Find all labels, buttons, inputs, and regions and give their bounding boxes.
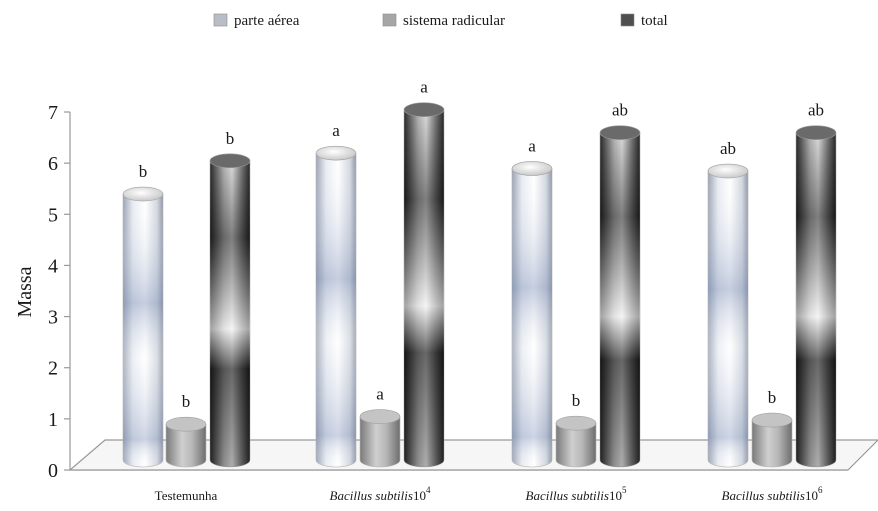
significance-letter: b xyxy=(768,388,777,407)
bar-shade xyxy=(512,168,552,467)
bar-top xyxy=(209,153,251,169)
bar xyxy=(707,163,749,468)
axes xyxy=(68,112,878,471)
significance-letter: b xyxy=(139,162,148,181)
bar-top xyxy=(511,161,553,176)
y-ticks: 0 1 2 3 4 5 6 7 xyxy=(48,102,70,482)
bar-top xyxy=(315,145,357,161)
legend: parte aérea sistema radicular total xyxy=(213,13,668,29)
bar-top xyxy=(165,416,207,432)
y-tick-label: 0 xyxy=(48,460,58,482)
bar xyxy=(599,125,641,468)
significance-letter: ab xyxy=(720,139,736,158)
significance-letter: a xyxy=(376,385,384,404)
y-tick-label: 4 xyxy=(48,255,58,277)
category-label: Bacillus subtilis104 xyxy=(330,485,431,503)
legend-swatch xyxy=(620,13,635,27)
bar xyxy=(751,412,793,468)
bar-top xyxy=(599,125,641,140)
bar-top xyxy=(403,102,445,117)
y-tick-label: 3 xyxy=(48,307,58,329)
bar-body xyxy=(751,419,793,468)
category-label: Testemunha xyxy=(155,488,218,503)
category-labels: Testemunha Bacillus subtilis104 Bacillus s… xyxy=(155,485,823,503)
legend-label: total xyxy=(641,13,668,29)
significance-letter: b xyxy=(572,391,581,410)
bar-shade xyxy=(210,160,250,468)
bar xyxy=(511,161,553,468)
legend-label: parte aérea xyxy=(234,13,300,29)
bar-top xyxy=(707,163,749,179)
bar xyxy=(403,102,445,468)
legend-swatch xyxy=(382,13,397,27)
y-tick-label: 2 xyxy=(48,358,58,380)
bar-shade xyxy=(316,153,356,467)
category-label: Bacillus subtilis105 xyxy=(526,485,627,503)
bar-shade xyxy=(796,132,836,467)
bar xyxy=(209,153,251,468)
bar-shade xyxy=(404,109,444,468)
bar xyxy=(315,145,357,468)
legend-label: sistema radicular xyxy=(403,13,505,29)
bars xyxy=(122,102,837,468)
bar-shade xyxy=(123,194,163,468)
bar-top xyxy=(795,125,837,140)
significance-letter: a xyxy=(420,78,428,97)
bar-top xyxy=(555,415,597,431)
significance-letter: ab xyxy=(612,101,628,120)
floor-plane xyxy=(68,439,878,471)
y-axis-label: Massa xyxy=(14,266,36,317)
bar xyxy=(165,416,207,468)
bar xyxy=(795,125,837,468)
bar-body xyxy=(555,422,597,468)
significance-letter: a xyxy=(528,136,536,155)
bar xyxy=(122,186,164,468)
category-label: Bacillus subtilis106 xyxy=(722,485,823,503)
significance-letter: b xyxy=(182,392,191,411)
bar-top xyxy=(122,186,164,202)
bar-top xyxy=(751,412,793,428)
bar-shade xyxy=(708,171,748,468)
significance-letter: b xyxy=(226,129,235,148)
y-tick-label: 6 xyxy=(48,153,58,175)
y-tick-label: 1 xyxy=(48,409,58,431)
y-tick-label: 5 xyxy=(48,204,58,226)
bar-body xyxy=(359,416,401,468)
significance-letter: ab xyxy=(808,101,824,120)
legend-swatch xyxy=(213,13,228,27)
bar-top xyxy=(359,409,401,424)
significance-letter: a xyxy=(332,121,340,140)
bar-shade xyxy=(600,132,640,467)
bar xyxy=(359,409,401,468)
bar-body xyxy=(165,423,207,468)
bar xyxy=(555,415,597,468)
y-tick-label: 7 xyxy=(48,102,58,124)
